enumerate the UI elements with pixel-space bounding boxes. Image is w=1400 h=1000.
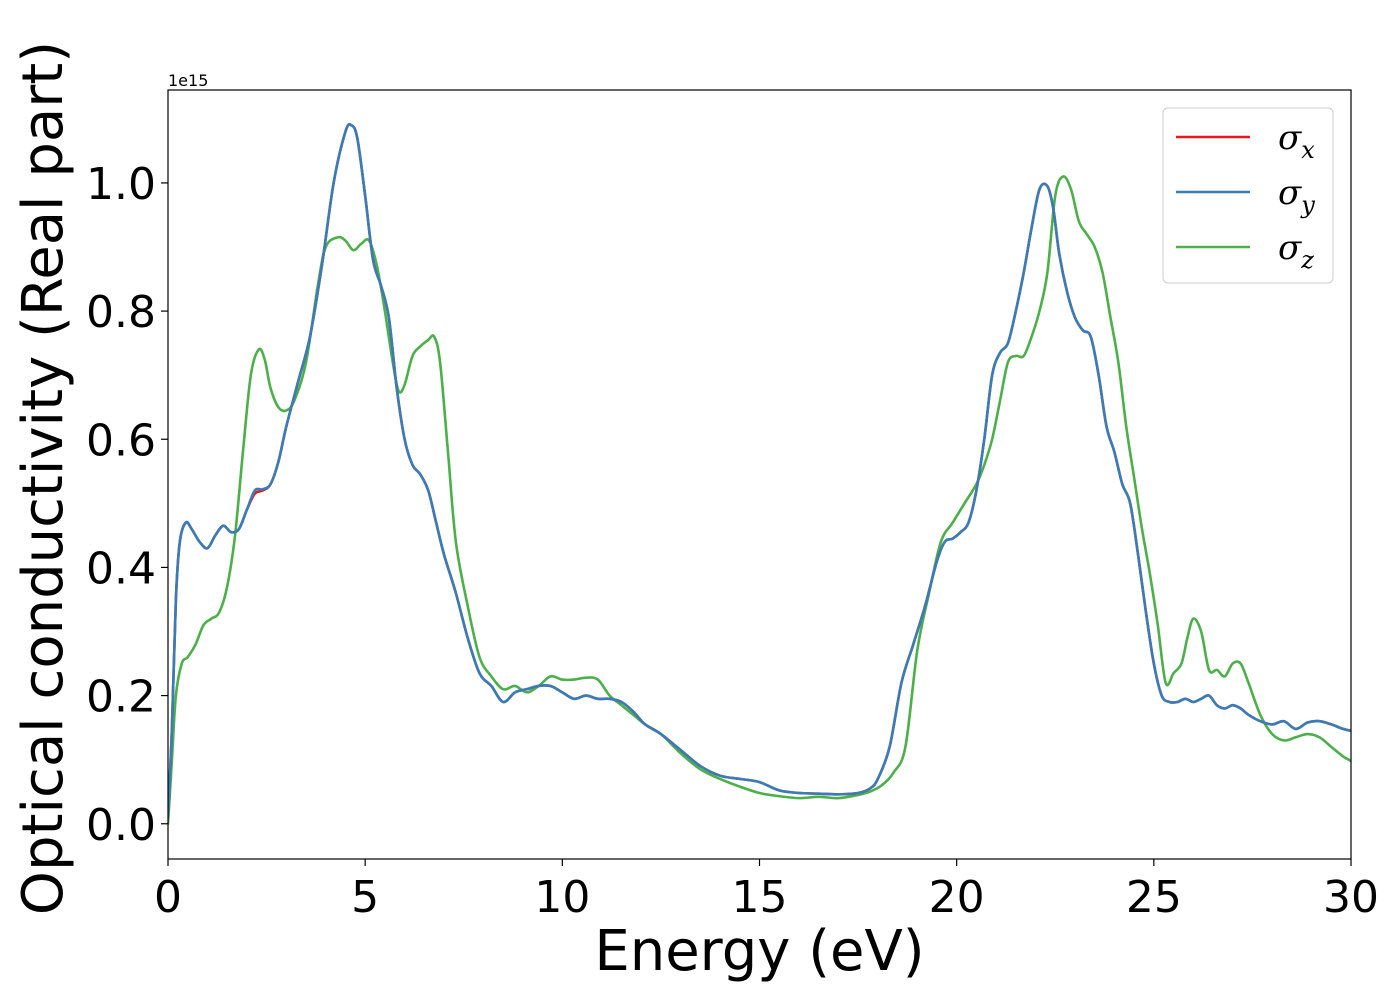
y-tick-label: 1.0: [86, 159, 156, 210]
legend-label-x: σx: [1278, 118, 1315, 164]
legend-label-z: σz: [1278, 228, 1314, 274]
x-tick-label: 15: [732, 872, 788, 923]
legend-label-symbol: σ: [1278, 228, 1302, 268]
x-tick-label: 0: [154, 872, 182, 923]
x-tick-label: 25: [1126, 872, 1182, 923]
y-axis-title: Optical conductivity (Real part): [11, 41, 76, 915]
legend-label-symbol: σ: [1278, 118, 1302, 158]
legend-label-subscript: y: [1300, 191, 1315, 219]
x-tick-label: 30: [1323, 872, 1379, 923]
y-tick-label: 0.6: [86, 415, 156, 466]
x-tick-label: 5: [351, 872, 379, 923]
legend-label-subscript: z: [1300, 246, 1314, 274]
y-tick-label: 0.0: [86, 800, 156, 851]
legend-label-subscript: x: [1301, 136, 1315, 164]
x-axis-title: Energy (eV): [594, 919, 924, 984]
y-axis: 0.0 0.2 0.4 0.6 0.8 1.0: [86, 159, 168, 851]
series-line-y: [168, 123, 1351, 819]
y-offset-text: 1e15: [168, 71, 208, 90]
y-tick-label: 0.4: [86, 543, 156, 594]
legend-label-y: σy: [1278, 173, 1315, 219]
x-tick-label: 10: [534, 872, 590, 923]
y-tick-label: 0.2: [86, 672, 156, 723]
x-axis: 0 5 10 15 20 25 30: [154, 859, 1379, 923]
series-layer: [168, 123, 1351, 826]
legend-label-symbol: σ: [1278, 173, 1302, 213]
x-tick-label: 20: [929, 872, 985, 923]
legend-box: [1162, 107, 1334, 284]
y-tick-label: 0.8: [86, 287, 156, 338]
